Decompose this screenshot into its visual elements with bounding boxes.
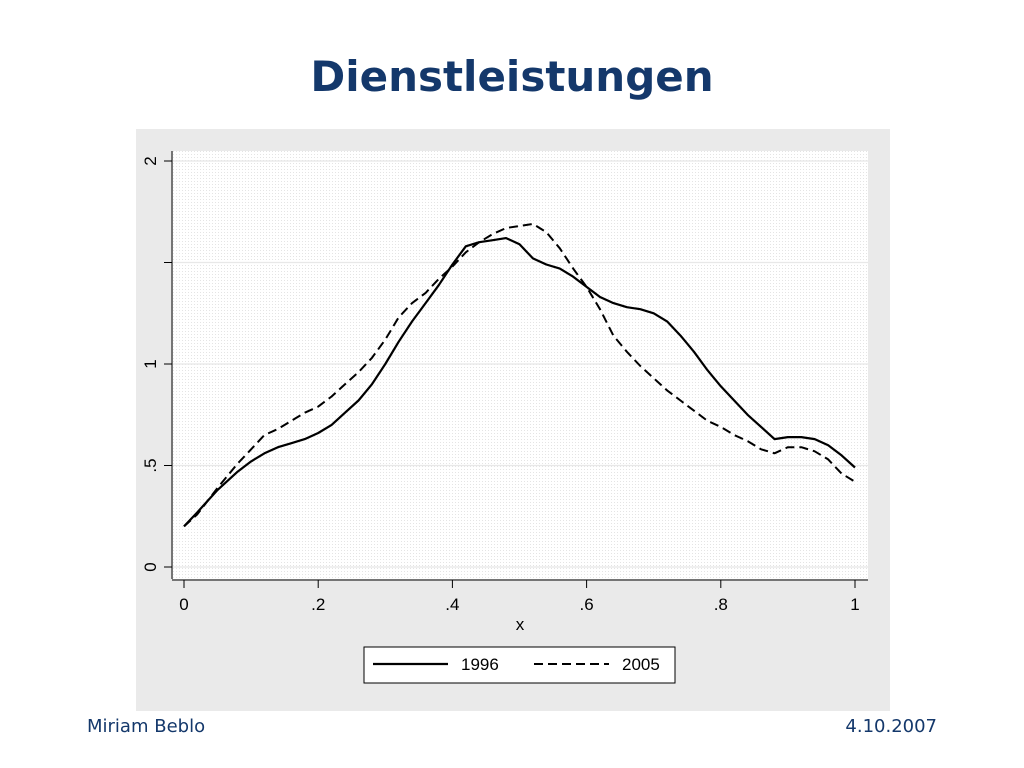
grid-lines <box>173 160 868 568</box>
footer-author: Miriam Beblo <box>87 716 206 737</box>
series-line-2005 <box>183 222 856 528</box>
x-axis-label: x <box>516 615 525 634</box>
x-tick-label-0: 0 <box>179 595 188 614</box>
x-tick-label-3: .6 <box>580 595 594 614</box>
slide-title: Dienstleistungen <box>310 52 714 101</box>
x-tick-label-2: .4 <box>445 595 459 614</box>
x-tick-label-1: .2 <box>311 595 325 614</box>
series-lines <box>183 222 856 528</box>
y-tick-label-1: .5 <box>141 458 160 472</box>
legend-label-2005: 2005 <box>622 655 660 674</box>
y-tick-label-0: 0 <box>141 562 160 571</box>
plot-area <box>173 151 868 579</box>
density-line-chart: 0 .2 .4 .6 .8 1 0 .5 1 2 x 1996 2005 <box>136 129 890 711</box>
axes: 0 .2 .4 .6 .8 1 0 .5 1 2 <box>141 151 868 614</box>
y-tick-label-4: 2 <box>141 156 160 165</box>
x-tick-label-5: 1 <box>850 595 859 614</box>
x-tick-label-4: .8 <box>714 595 728 614</box>
series-line-1996 <box>183 237 856 528</box>
chart-panel: 0 .2 .4 .6 .8 1 0 .5 1 2 x 1996 2005 <box>136 129 890 711</box>
legend: 1996 2005 <box>363 646 676 684</box>
footer-date: 4.10.2007 <box>845 716 937 737</box>
legend-label-1996: 1996 <box>461 655 499 674</box>
y-tick-label-2: 1 <box>141 359 160 368</box>
